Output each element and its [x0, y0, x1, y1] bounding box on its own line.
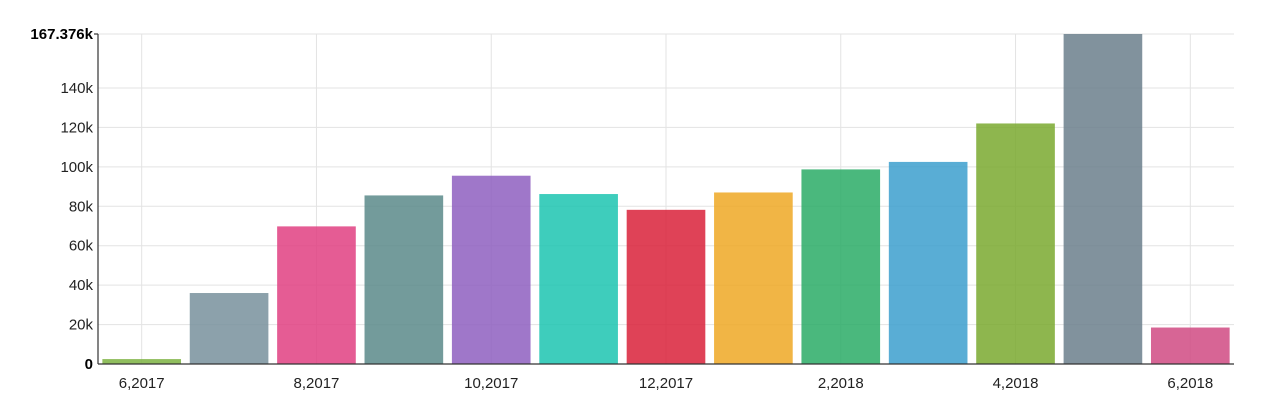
y-tick-label: 0 [85, 356, 93, 373]
bar-9-2017[interactable] [364, 195, 444, 364]
bars [102, 34, 1230, 365]
bar-3-2018[interactable] [888, 161, 968, 364]
x-tick-label: 6,2017 [119, 375, 165, 392]
bar-2-2018[interactable] [801, 169, 881, 364]
y-tick-label: 80k [69, 198, 94, 215]
x-tick-label: 2,2018 [818, 375, 864, 392]
bar-10-2017[interactable] [451, 175, 531, 364]
bar-4-2018[interactable] [976, 123, 1055, 365]
bar-12-2017[interactable] [626, 209, 706, 364]
bar-6-2018[interactable] [1150, 327, 1230, 364]
axes [94, 33, 1234, 365]
bar-7-2017[interactable] [189, 293, 269, 364]
x-tick-label: 8,2017 [294, 375, 340, 392]
bar-8-2017[interactable] [277, 226, 356, 364]
y-tick-label: 60k [69, 238, 94, 255]
x-tick-label: 12,2017 [639, 375, 693, 392]
y-tick-label: 100k [60, 159, 93, 176]
x-axis-ticks: 6,2017 8,2017 10,2017 12,2017 2,2018 4,2018 6,… [119, 375, 1214, 392]
y-axis-ticks: 0 20k 40k 60k 80k 100k 120k 140k 167.376k [30, 26, 93, 373]
y-tick-label: 20k [69, 317, 94, 334]
y-tick-label: 120k [60, 119, 93, 136]
x-tick-label: 6,2018 [1167, 375, 1213, 392]
x-tick-label: 4,2018 [993, 375, 1039, 392]
bar-11-2017[interactable] [539, 194, 618, 364]
y-tick-label: 140k [60, 80, 93, 97]
bar-5-2018[interactable] [1063, 34, 1143, 364]
y-tick-label: 167.376k [30, 26, 93, 43]
x-tick-label: 10,2017 [464, 375, 518, 392]
y-tick-label: 40k [69, 277, 94, 294]
bar-1-2018[interactable] [714, 192, 793, 364]
bar-6-2017[interactable] [102, 359, 182, 364]
